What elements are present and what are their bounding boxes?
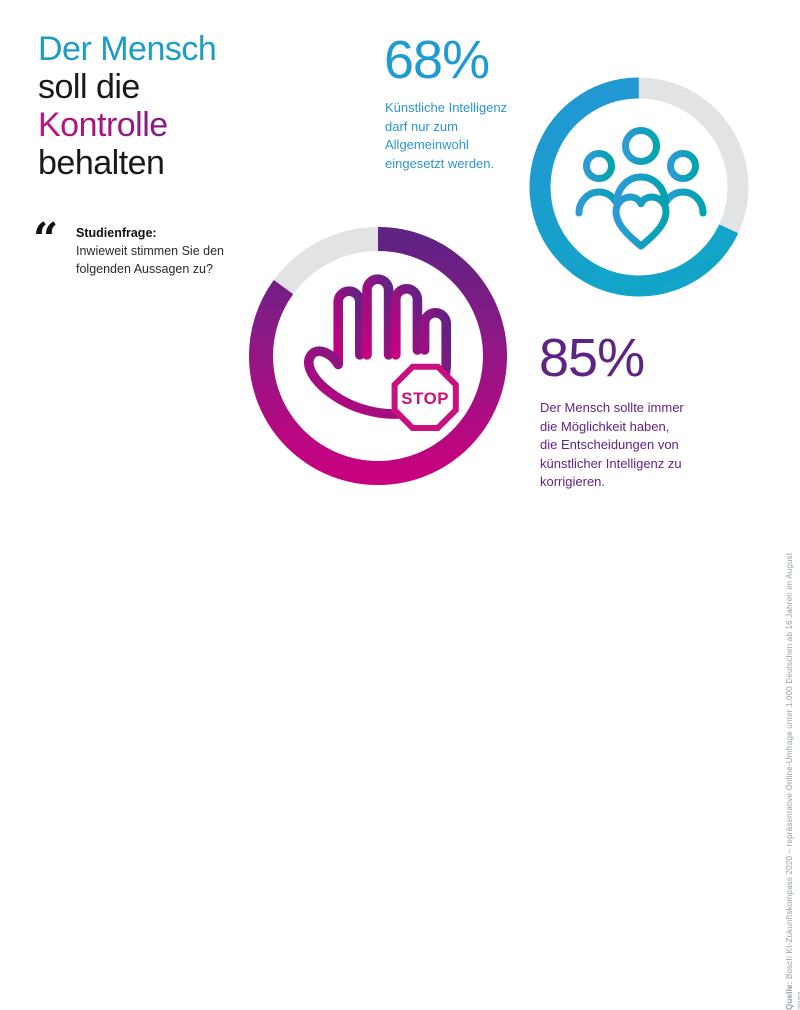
study-question-label: Studienfrage: xyxy=(76,226,157,240)
source-note-label: Quelle: xyxy=(785,981,794,1010)
study-question-text: Inwieweit stimmen Sie den folgenden Auss… xyxy=(76,244,224,276)
source-note-text: Bosch KI-Zukunftskompass 2020 – repräsen… xyxy=(785,552,800,1010)
source-note: Quelle: Bosch KI-Zukunftskompass 2020 – … xyxy=(784,532,800,1010)
stat-description-85: Der Mensch sollte immer die Möglichkeit … xyxy=(540,400,684,489)
quote-icon: “ xyxy=(33,214,59,265)
page-title-line-4: behalten xyxy=(38,144,165,182)
stat-value-68: 68% xyxy=(384,30,490,90)
donut-chart-68 xyxy=(529,77,749,297)
stat-description-68: Künstliche Intelligenz darf nur zum Allg… xyxy=(385,100,508,171)
page-title-line-1: Der Mensch xyxy=(38,30,217,68)
page-title-line-3: Kontrolle xyxy=(38,106,216,144)
study-question: Studienfrage: Inwieweit stimmen Sie den … xyxy=(76,224,266,278)
page-title: Der Mensch soll die Kontrolle behalten xyxy=(38,30,217,182)
page-title-line-2: soll die xyxy=(38,68,140,106)
stat-value-85: 85% xyxy=(539,328,645,388)
donut-arc-85 xyxy=(249,227,507,485)
donut-chart-85 xyxy=(249,227,507,485)
